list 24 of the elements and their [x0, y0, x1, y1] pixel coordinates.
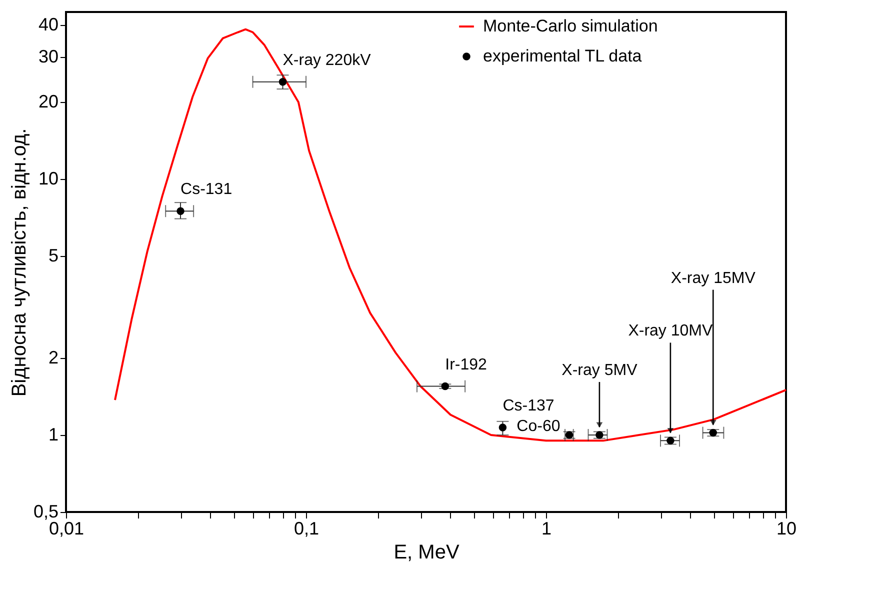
annotation: X-ray 220kV — [282, 52, 372, 69]
annotation: Cs-137 — [502, 397, 554, 414]
annotation: Co-60 — [516, 418, 560, 435]
x-tick-label: 0,1 — [294, 518, 320, 538]
annotation: X-ray 5MV — [562, 362, 638, 379]
y-tick-label: 2 — [48, 347, 58, 368]
y-tick-label: 10 — [38, 168, 58, 189]
x-tick-label: 10 — [776, 518, 797, 538]
y-tick-label: 30 — [38, 46, 58, 67]
annotation: Cs-131 — [180, 181, 232, 198]
y-tick-label: 20 — [38, 92, 58, 112]
annotation: Ir-192 — [445, 356, 488, 374]
y-tick-label: 40 — [38, 14, 58, 35]
annotation: X-ray 10MV — [628, 322, 714, 340]
annotation: X-ray 15MV — [670, 270, 756, 287]
x-tick-label: 0,01 — [48, 518, 84, 538]
y-axis-title: Відносна чутливість, відн.од. — [8, 128, 30, 397]
y-tick-label: 0,5 — [33, 502, 58, 522]
y-tick-label: 5 — [48, 246, 58, 266]
y-tick-label: 1 — [48, 424, 58, 444]
legend-label: Monte-Carlo simulation — [483, 16, 658, 36]
x-tick-label: 1 — [541, 518, 552, 538]
x-axis-title: E, MeV — [394, 542, 460, 564]
legend-label: experimental TL data — [483, 46, 642, 66]
